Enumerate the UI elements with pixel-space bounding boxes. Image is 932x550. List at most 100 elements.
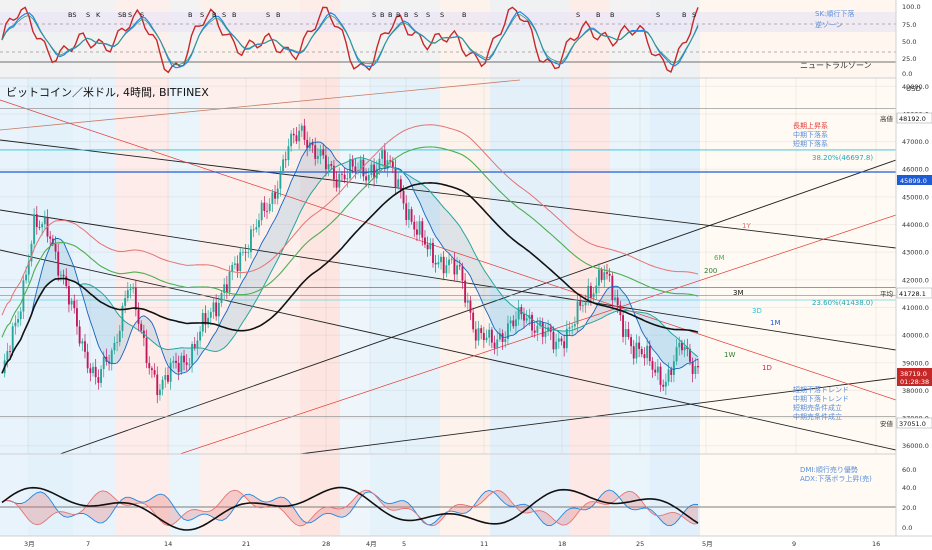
trend-legend-1: 長期上昇系 bbox=[793, 121, 828, 130]
candle-body bbox=[43, 217, 46, 225]
candle-body bbox=[84, 341, 86, 352]
ma-1y-line bbox=[1, 124, 699, 316]
time-label: 21 bbox=[242, 540, 250, 548]
candle-body bbox=[308, 142, 311, 149]
signal-mark: S bbox=[372, 11, 376, 19]
candle-body bbox=[571, 326, 574, 328]
candle-body bbox=[188, 364, 191, 366]
candle-body bbox=[656, 366, 659, 373]
low-value-tag bbox=[896, 417, 932, 429]
candle-body bbox=[167, 375, 169, 382]
candle-body bbox=[17, 319, 19, 323]
candle-body bbox=[638, 342, 641, 350]
candle-body bbox=[100, 369, 102, 383]
signal-mark: B bbox=[610, 11, 614, 19]
candle-body bbox=[140, 323, 143, 331]
signal-mark: S bbox=[426, 11, 430, 19]
candle-body bbox=[370, 164, 373, 175]
signal-mark: B bbox=[380, 11, 384, 19]
signal-mark: B bbox=[404, 11, 408, 19]
candle-body bbox=[132, 287, 135, 289]
candle-body bbox=[603, 272, 606, 280]
candle-body bbox=[413, 221, 416, 230]
high-tag: 高値 bbox=[880, 114, 894, 123]
candle-body bbox=[27, 261, 30, 275]
candle-body bbox=[544, 331, 547, 337]
candle-body bbox=[14, 322, 17, 327]
candle-body bbox=[490, 329, 493, 343]
candle-body bbox=[482, 332, 485, 341]
price-axis[interactable]: 100.0 75.0 50.0 25.0 0.0 USD 49000.04800… bbox=[895, 0, 932, 536]
candle-body bbox=[640, 349, 643, 355]
candle-body bbox=[223, 284, 226, 294]
signal-mark: S bbox=[140, 11, 144, 19]
candle-body bbox=[252, 229, 255, 231]
candle-body bbox=[389, 160, 392, 162]
candle-body bbox=[62, 274, 65, 277]
candle-body bbox=[584, 302, 587, 306]
candle-body bbox=[485, 337, 488, 341]
candle-body bbox=[632, 346, 635, 359]
candle-body bbox=[137, 309, 140, 324]
price-tick-label: 45000.0 bbox=[902, 193, 929, 201]
candle-body bbox=[346, 178, 349, 180]
candle-body bbox=[579, 301, 582, 306]
candle-body bbox=[327, 164, 330, 170]
candle-body bbox=[504, 339, 507, 342]
ma-short-line bbox=[1, 141, 699, 375]
moving-averages bbox=[1, 124, 699, 375]
candle-body bbox=[450, 259, 453, 260]
candle-body bbox=[512, 320, 515, 327]
currency-label: USD bbox=[906, 85, 921, 93]
candle-body bbox=[180, 355, 183, 373]
trendline bbox=[59, 159, 896, 454]
stoch-scale-25: 25.0 bbox=[902, 55, 916, 63]
signal-mark: B bbox=[276, 11, 280, 19]
candle-body bbox=[97, 377, 100, 383]
candle-body bbox=[89, 368, 92, 374]
candle-body bbox=[92, 366, 94, 374]
candle-body bbox=[552, 331, 555, 350]
trendline bbox=[0, 209, 896, 351]
price-tick-label: 46000.0 bbox=[902, 166, 929, 174]
fib-236-label: 23.60%(41438.0) bbox=[812, 299, 873, 307]
candle-body bbox=[453, 259, 456, 275]
candle-body bbox=[456, 265, 459, 275]
candle-body bbox=[204, 313, 207, 325]
candle-body bbox=[126, 290, 129, 299]
candle-body bbox=[501, 333, 504, 342]
candle-body bbox=[432, 242, 434, 264]
candle-body bbox=[533, 330, 536, 333]
candle-body bbox=[646, 345, 649, 359]
candle-body bbox=[616, 297, 619, 306]
candle-body bbox=[474, 329, 477, 341]
signal-mark: S bbox=[692, 11, 696, 19]
candle-body bbox=[555, 341, 558, 350]
candle-body bbox=[598, 269, 600, 286]
time-label: 25 bbox=[636, 540, 644, 548]
candle-body bbox=[279, 171, 282, 189]
candle-body bbox=[480, 328, 483, 333]
candle-body bbox=[461, 266, 464, 281]
candle-body bbox=[196, 340, 199, 348]
candle-body bbox=[357, 170, 359, 172]
candle-body bbox=[391, 161, 394, 168]
candle-body bbox=[177, 362, 180, 373]
candle-body bbox=[672, 361, 675, 376]
signal-mark: S bbox=[222, 11, 226, 19]
candle-body bbox=[381, 150, 384, 159]
candle-body bbox=[429, 242, 432, 250]
candle-body bbox=[282, 159, 285, 172]
candle-body bbox=[35, 214, 38, 227]
candle-body bbox=[375, 168, 378, 179]
candle-body bbox=[73, 300, 76, 309]
low-value: 37051.0 bbox=[899, 420, 926, 428]
time-axis[interactable]: 3月 7 14 21 28 4月 5 11 18 25 5月 9 16 bbox=[0, 535, 932, 550]
time-label: 9 bbox=[792, 540, 796, 548]
candle-body bbox=[424, 237, 426, 245]
candle-body bbox=[341, 173, 343, 175]
candle-body bbox=[57, 251, 60, 276]
time-label: 18 bbox=[558, 540, 566, 548]
candle-body bbox=[675, 347, 678, 362]
candle-body bbox=[324, 155, 327, 170]
